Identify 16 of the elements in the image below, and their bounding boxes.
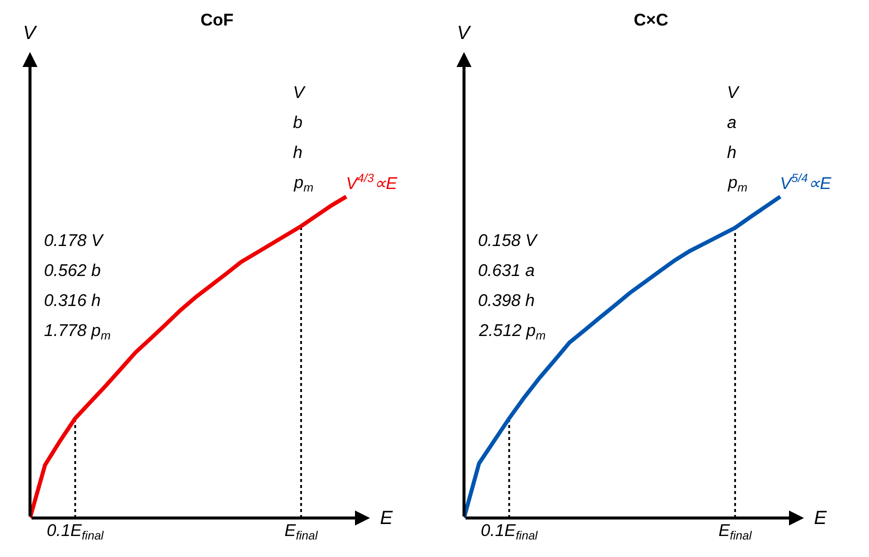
series-label: V$^{5/4}$∝E (780, 171, 832, 194)
y-axis-title: V (457, 23, 472, 44)
x-axis-title: E (814, 508, 827, 529)
text: V b h p$_{m}$ (293, 83, 314, 195)
x-tick-label: E$_{final}$ (718, 521, 752, 543)
annotation: 0.158 V 0.631 a 0.398 h 2.512 p$_{m}$ (478, 231, 546, 343)
y-axis-title: V (23, 23, 38, 44)
chart-title: C×C (634, 10, 668, 30)
x-tick-label: 0.1E$_{final}$ (480, 521, 538, 543)
annotation: 0.178 V 0.562 b 0.316 h 1.778 p$_{m}$ (44, 231, 111, 343)
x-tick-label: E$_{final}$ (284, 521, 318, 543)
series-label: V$^{4/3}$∝E (346, 171, 398, 194)
x-axis-title: E (380, 508, 393, 529)
text: V a h p$_{m}$ (727, 83, 748, 195)
chart-title: CoF (200, 10, 234, 30)
x-tick-label: 0.1E$_{final}$ (46, 521, 104, 543)
